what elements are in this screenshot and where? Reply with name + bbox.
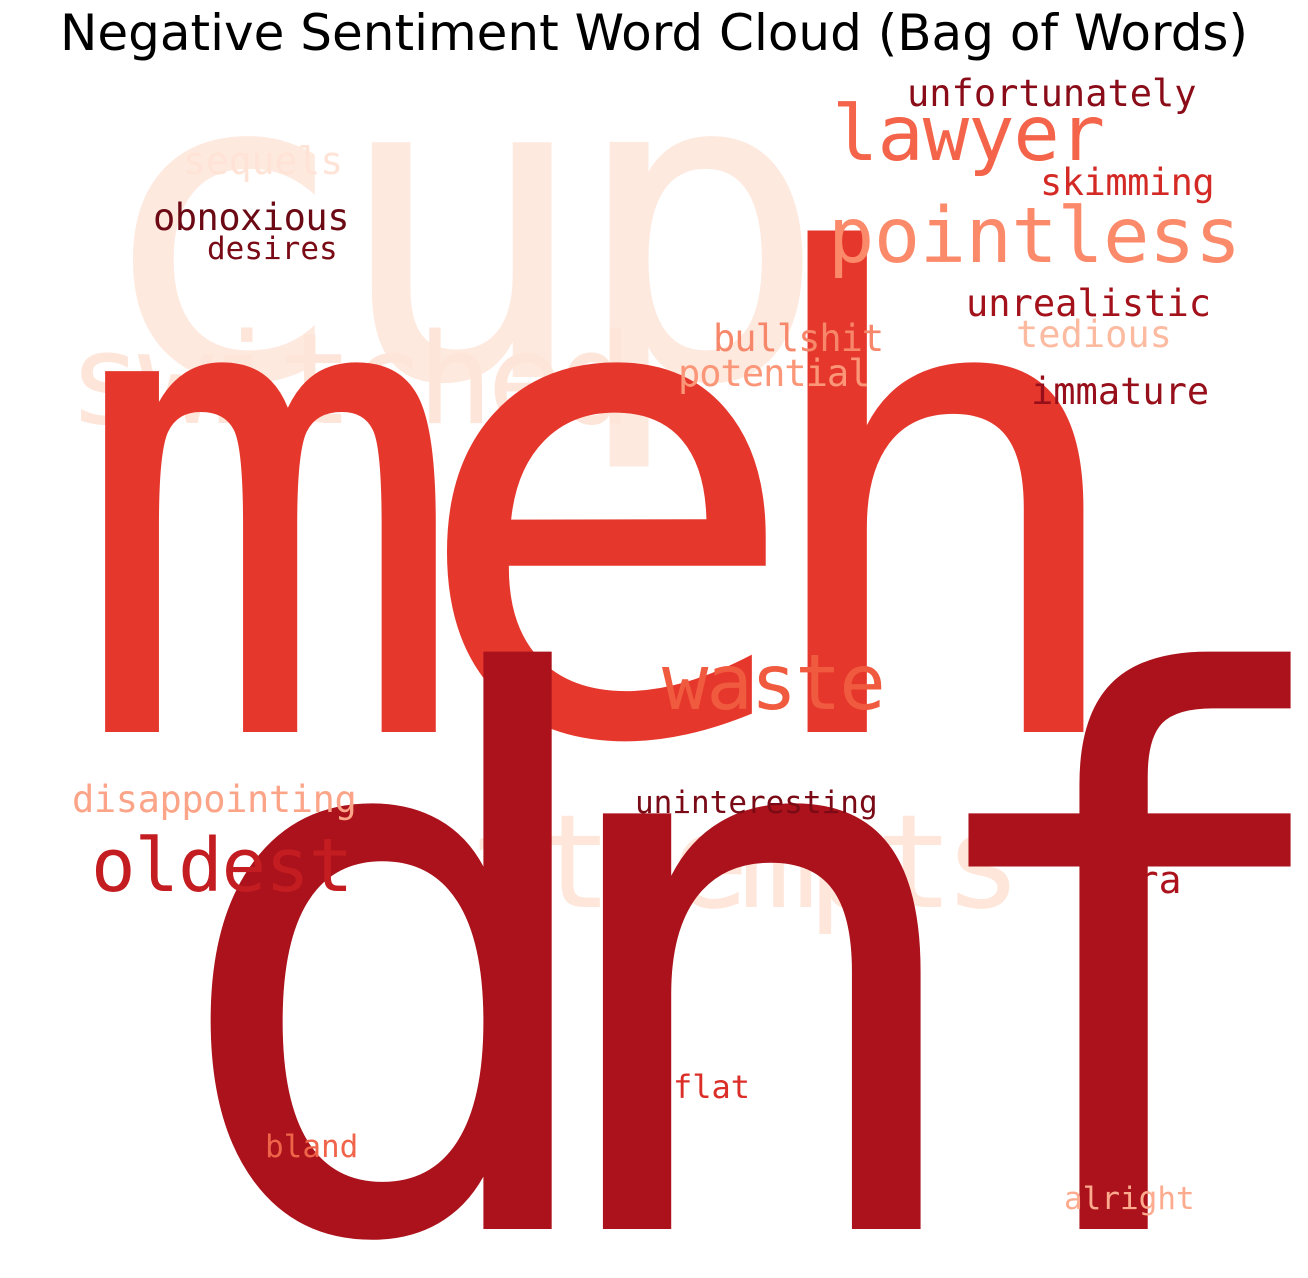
cloud-word-flat: flat: [673, 1071, 750, 1103]
cloud-word-kira: kira: [1090, 861, 1182, 899]
cloud-word-immature: immature: [1031, 373, 1209, 410]
cloud-word-desires: desires: [207, 234, 338, 265]
cloud-word-alright: alright: [1064, 1184, 1195, 1215]
cloud-word-pointless: pointless: [828, 198, 1241, 275]
chart-title: Negative Sentiment Word Cloud (Bag of Wo…: [0, 6, 1308, 61]
cloud-word-unfortunately: unfortunately: [907, 75, 1197, 112]
cloud-word-bland: bland: [265, 1132, 358, 1163]
cloud-word-waste: waste: [662, 645, 884, 722]
cloud-word-oldest: oldest: [91, 829, 352, 903]
cloud-word-sequels: sequels: [183, 142, 343, 180]
cloud-word-skimming: skimming: [1040, 164, 1214, 201]
cloud-word-tedious: tedious: [1016, 316, 1172, 353]
cloud-word-uninteresting: uninteresting: [635, 788, 878, 819]
cloud-word-disappointing: disappointing: [72, 781, 356, 818]
cloud-word-potential: potential: [678, 355, 869, 392]
